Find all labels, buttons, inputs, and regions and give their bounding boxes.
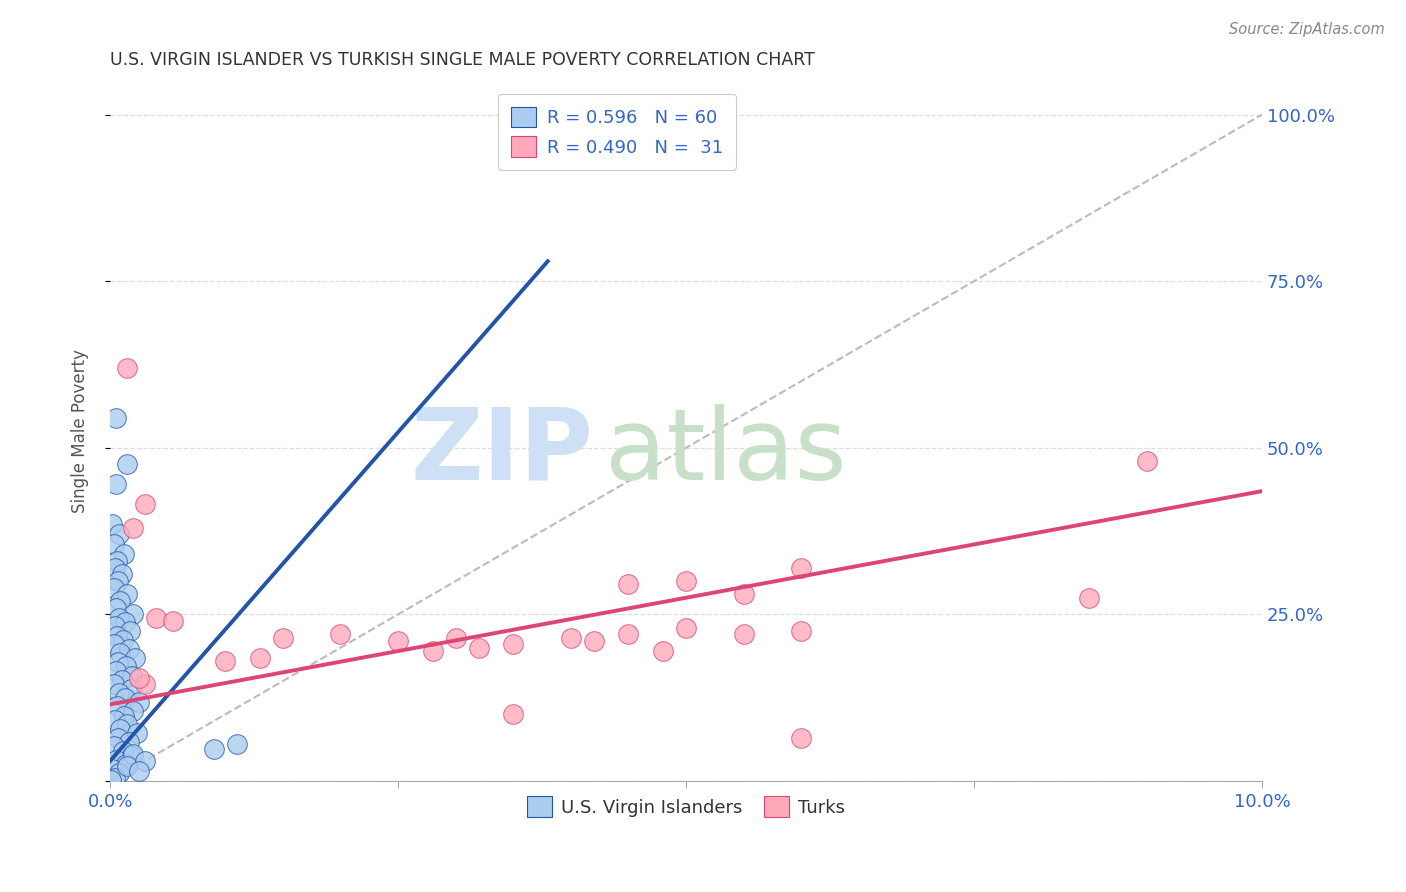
Point xyxy=(271,631,294,645)
Point xyxy=(467,640,489,655)
Point xyxy=(733,627,755,641)
Point xyxy=(790,561,813,575)
Y-axis label: Single Male Poverty: Single Male Poverty xyxy=(72,350,89,513)
Point xyxy=(103,581,125,595)
Point xyxy=(103,739,125,754)
Point xyxy=(111,632,134,647)
Point xyxy=(110,673,132,687)
Point xyxy=(110,646,132,660)
Point xyxy=(121,669,143,683)
Point xyxy=(202,742,225,756)
Point xyxy=(104,477,127,491)
Point xyxy=(115,659,138,673)
Point xyxy=(100,772,122,787)
Point xyxy=(117,759,139,773)
Point xyxy=(387,634,409,648)
Point xyxy=(790,624,813,638)
Point xyxy=(134,498,156,512)
Point xyxy=(225,737,247,751)
Point xyxy=(117,587,139,601)
Point xyxy=(502,637,524,651)
Point xyxy=(105,554,128,568)
Point xyxy=(617,627,640,641)
Point xyxy=(108,527,131,541)
Point xyxy=(145,611,167,625)
Point xyxy=(675,574,697,588)
Point xyxy=(125,726,148,740)
Point xyxy=(117,458,139,472)
Point xyxy=(101,762,124,776)
Text: U.S. VIRGIN ISLANDER VS TURKISH SINGLE MALE POVERTY CORRELATION CHART: U.S. VIRGIN ISLANDER VS TURKISH SINGLE M… xyxy=(110,51,815,69)
Point xyxy=(652,644,675,658)
Point xyxy=(582,634,605,648)
Text: Source: ZipAtlas.com: Source: ZipAtlas.com xyxy=(1229,22,1385,37)
Text: atlas: atlas xyxy=(606,404,846,500)
Point xyxy=(134,754,156,768)
Point xyxy=(103,677,125,691)
Point xyxy=(104,410,127,425)
Point xyxy=(104,600,127,615)
Point xyxy=(118,624,141,638)
Point xyxy=(162,614,184,628)
Point xyxy=(105,629,128,643)
Point xyxy=(101,517,124,532)
Point xyxy=(111,744,134,758)
Point xyxy=(110,594,132,608)
Point xyxy=(112,548,135,562)
Point xyxy=(104,771,127,785)
Point xyxy=(112,708,135,723)
Point xyxy=(122,747,145,762)
Point xyxy=(128,764,150,778)
Point xyxy=(114,690,136,705)
Point xyxy=(790,731,813,745)
Point xyxy=(502,707,524,722)
Point xyxy=(675,621,697,635)
Point xyxy=(124,650,146,665)
Point xyxy=(128,671,150,685)
Point xyxy=(104,713,127,727)
Point xyxy=(117,642,139,657)
Point xyxy=(114,615,136,630)
Point xyxy=(105,699,128,714)
Point xyxy=(422,644,444,658)
Point xyxy=(122,521,145,535)
Point xyxy=(117,735,139,749)
Point xyxy=(108,766,131,780)
Point xyxy=(617,577,640,591)
Point xyxy=(733,587,755,601)
Point xyxy=(122,704,145,718)
Point xyxy=(104,619,127,633)
Point xyxy=(110,567,132,582)
Point xyxy=(117,717,139,731)
Point xyxy=(329,627,352,641)
Point xyxy=(1078,591,1101,605)
Point xyxy=(214,654,236,668)
Point xyxy=(444,631,467,645)
Legend: U.S. Virgin Islanders, Turks: U.S. Virgin Islanders, Turks xyxy=(519,789,852,824)
Point xyxy=(107,574,129,588)
Point xyxy=(104,753,127,767)
Point xyxy=(560,631,582,645)
Text: ZIP: ZIP xyxy=(411,404,593,500)
Point xyxy=(103,637,125,651)
Point xyxy=(108,611,131,625)
Point xyxy=(117,360,139,375)
Point xyxy=(104,561,127,575)
Point xyxy=(122,607,145,622)
Point xyxy=(128,695,150,709)
Point xyxy=(121,748,143,763)
Point xyxy=(108,686,131,700)
Point xyxy=(110,722,132,736)
Point xyxy=(134,677,156,691)
Point xyxy=(249,650,271,665)
Point xyxy=(120,681,142,696)
Point xyxy=(115,757,138,772)
Point xyxy=(107,656,129,670)
Point xyxy=(107,731,129,745)
Point xyxy=(104,664,127,678)
Point xyxy=(1136,454,1159,468)
Point xyxy=(103,537,125,551)
